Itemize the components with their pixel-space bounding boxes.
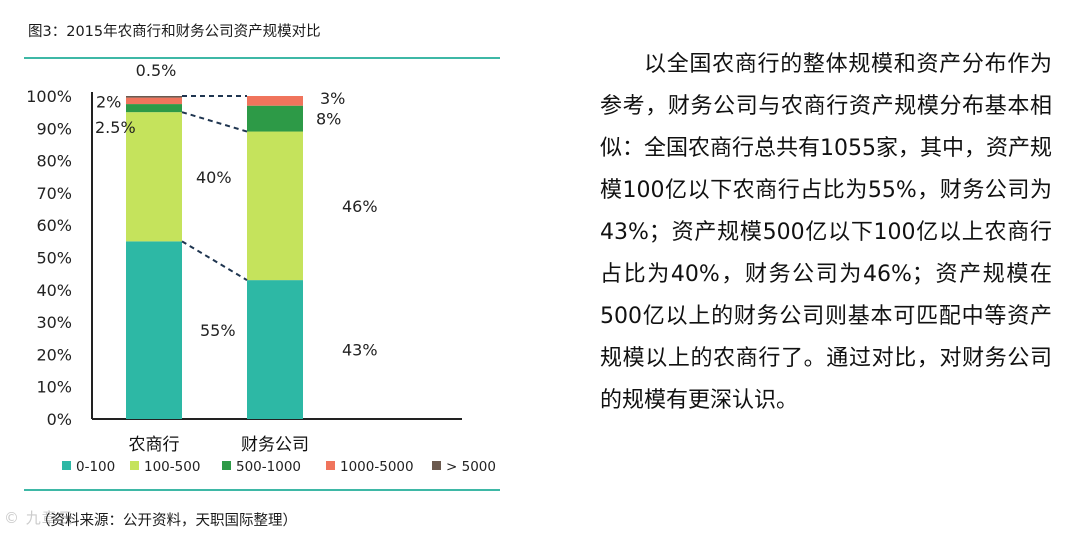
data-label: 55% bbox=[200, 321, 236, 340]
legend-item: 100-500 bbox=[130, 459, 200, 475]
connector-line bbox=[181, 240, 248, 281]
y-tick-label: 30% bbox=[36, 313, 72, 332]
legend-label: 500-1000 bbox=[236, 459, 301, 475]
bar-segment bbox=[247, 131, 303, 281]
bar-segment bbox=[126, 112, 182, 242]
stacked-bar-chart: 0% 10% 20% 30% 40% 50% 60% 70% 80% 90% 100% 农商行 财务公司… bbox=[26, 61, 496, 475]
data-label: 2.5% bbox=[95, 118, 136, 137]
data-label: 46% bbox=[342, 197, 378, 216]
y-tick-label: 80% bbox=[36, 152, 72, 171]
y-tick-label: 50% bbox=[36, 249, 72, 268]
legend-label: > 5000 bbox=[446, 459, 496, 475]
top-divider bbox=[24, 57, 500, 59]
data-labels-layer: 55% 40% 2.5% 2% 0.5% 43% 46% 8% 3% bbox=[95, 61, 378, 360]
bottom-divider bbox=[24, 489, 500, 491]
source-note: （资料来源：公开资料，天职国际整理） bbox=[36, 513, 297, 529]
y-tick-label: 60% bbox=[36, 216, 72, 235]
y-tick-label: 40% bbox=[36, 281, 72, 300]
data-label: 8% bbox=[316, 110, 341, 129]
bar-segment bbox=[247, 105, 303, 132]
legend-item: 500-1000 bbox=[222, 459, 301, 475]
y-tick-label: 0% bbox=[47, 410, 72, 429]
bars-layer bbox=[126, 96, 303, 419]
y-tick-label: 70% bbox=[36, 184, 72, 203]
bar-segment bbox=[126, 96, 182, 98]
article-paragraph: 以全国农商行的整体规模和资产分布作为参考，财务公司与农商行资产规模分布基本相似：… bbox=[600, 52, 1052, 413]
bar-segment bbox=[126, 241, 182, 419]
axis-layer: 0% 10% 20% 30% 40% 50% 60% 70% 80% 90% 100% 农商行 财务公司 bbox=[26, 87, 462, 455]
legend-swatch bbox=[326, 461, 335, 470]
data-label: 0.5% bbox=[136, 61, 177, 80]
figure-title: 图3：2015年农商行和财务公司资产规模对比 bbox=[28, 24, 321, 40]
legend-item: 1000-5000 bbox=[326, 459, 414, 475]
legend-item: 0-100 bbox=[62, 459, 115, 475]
legend-swatch bbox=[62, 461, 71, 470]
y-tick-label: 90% bbox=[36, 119, 72, 138]
legend-label: 1000-5000 bbox=[340, 459, 414, 475]
bar-segment bbox=[126, 104, 182, 113]
legend: 0-100 100-500 500-1000 1000-5000 > 5000 bbox=[62, 459, 496, 475]
watermark: © 九章云 bbox=[4, 509, 74, 527]
bar-segment bbox=[126, 97, 182, 105]
bar-segment bbox=[247, 280, 303, 419]
data-label: 43% bbox=[342, 341, 378, 360]
y-tick-label: 20% bbox=[36, 345, 72, 364]
legend-swatch bbox=[432, 461, 441, 470]
y-tick-label: 100% bbox=[26, 87, 72, 106]
data-label: 3% bbox=[320, 89, 345, 108]
y-tick-label: 10% bbox=[36, 378, 72, 397]
connector-layer bbox=[181, 95, 248, 281]
legend-swatch bbox=[222, 461, 231, 470]
legend-swatch bbox=[130, 461, 139, 470]
connector-line bbox=[181, 111, 248, 133]
x-category-label: 财务公司 bbox=[241, 435, 309, 455]
legend-label: 100-500 bbox=[144, 459, 200, 475]
data-label: 2% bbox=[96, 93, 121, 112]
legend-label: 0-100 bbox=[76, 459, 115, 475]
legend-item: > 5000 bbox=[432, 459, 496, 475]
x-category-label: 农商行 bbox=[129, 435, 180, 455]
data-label: 40% bbox=[196, 168, 232, 187]
bar-segment bbox=[247, 96, 303, 106]
